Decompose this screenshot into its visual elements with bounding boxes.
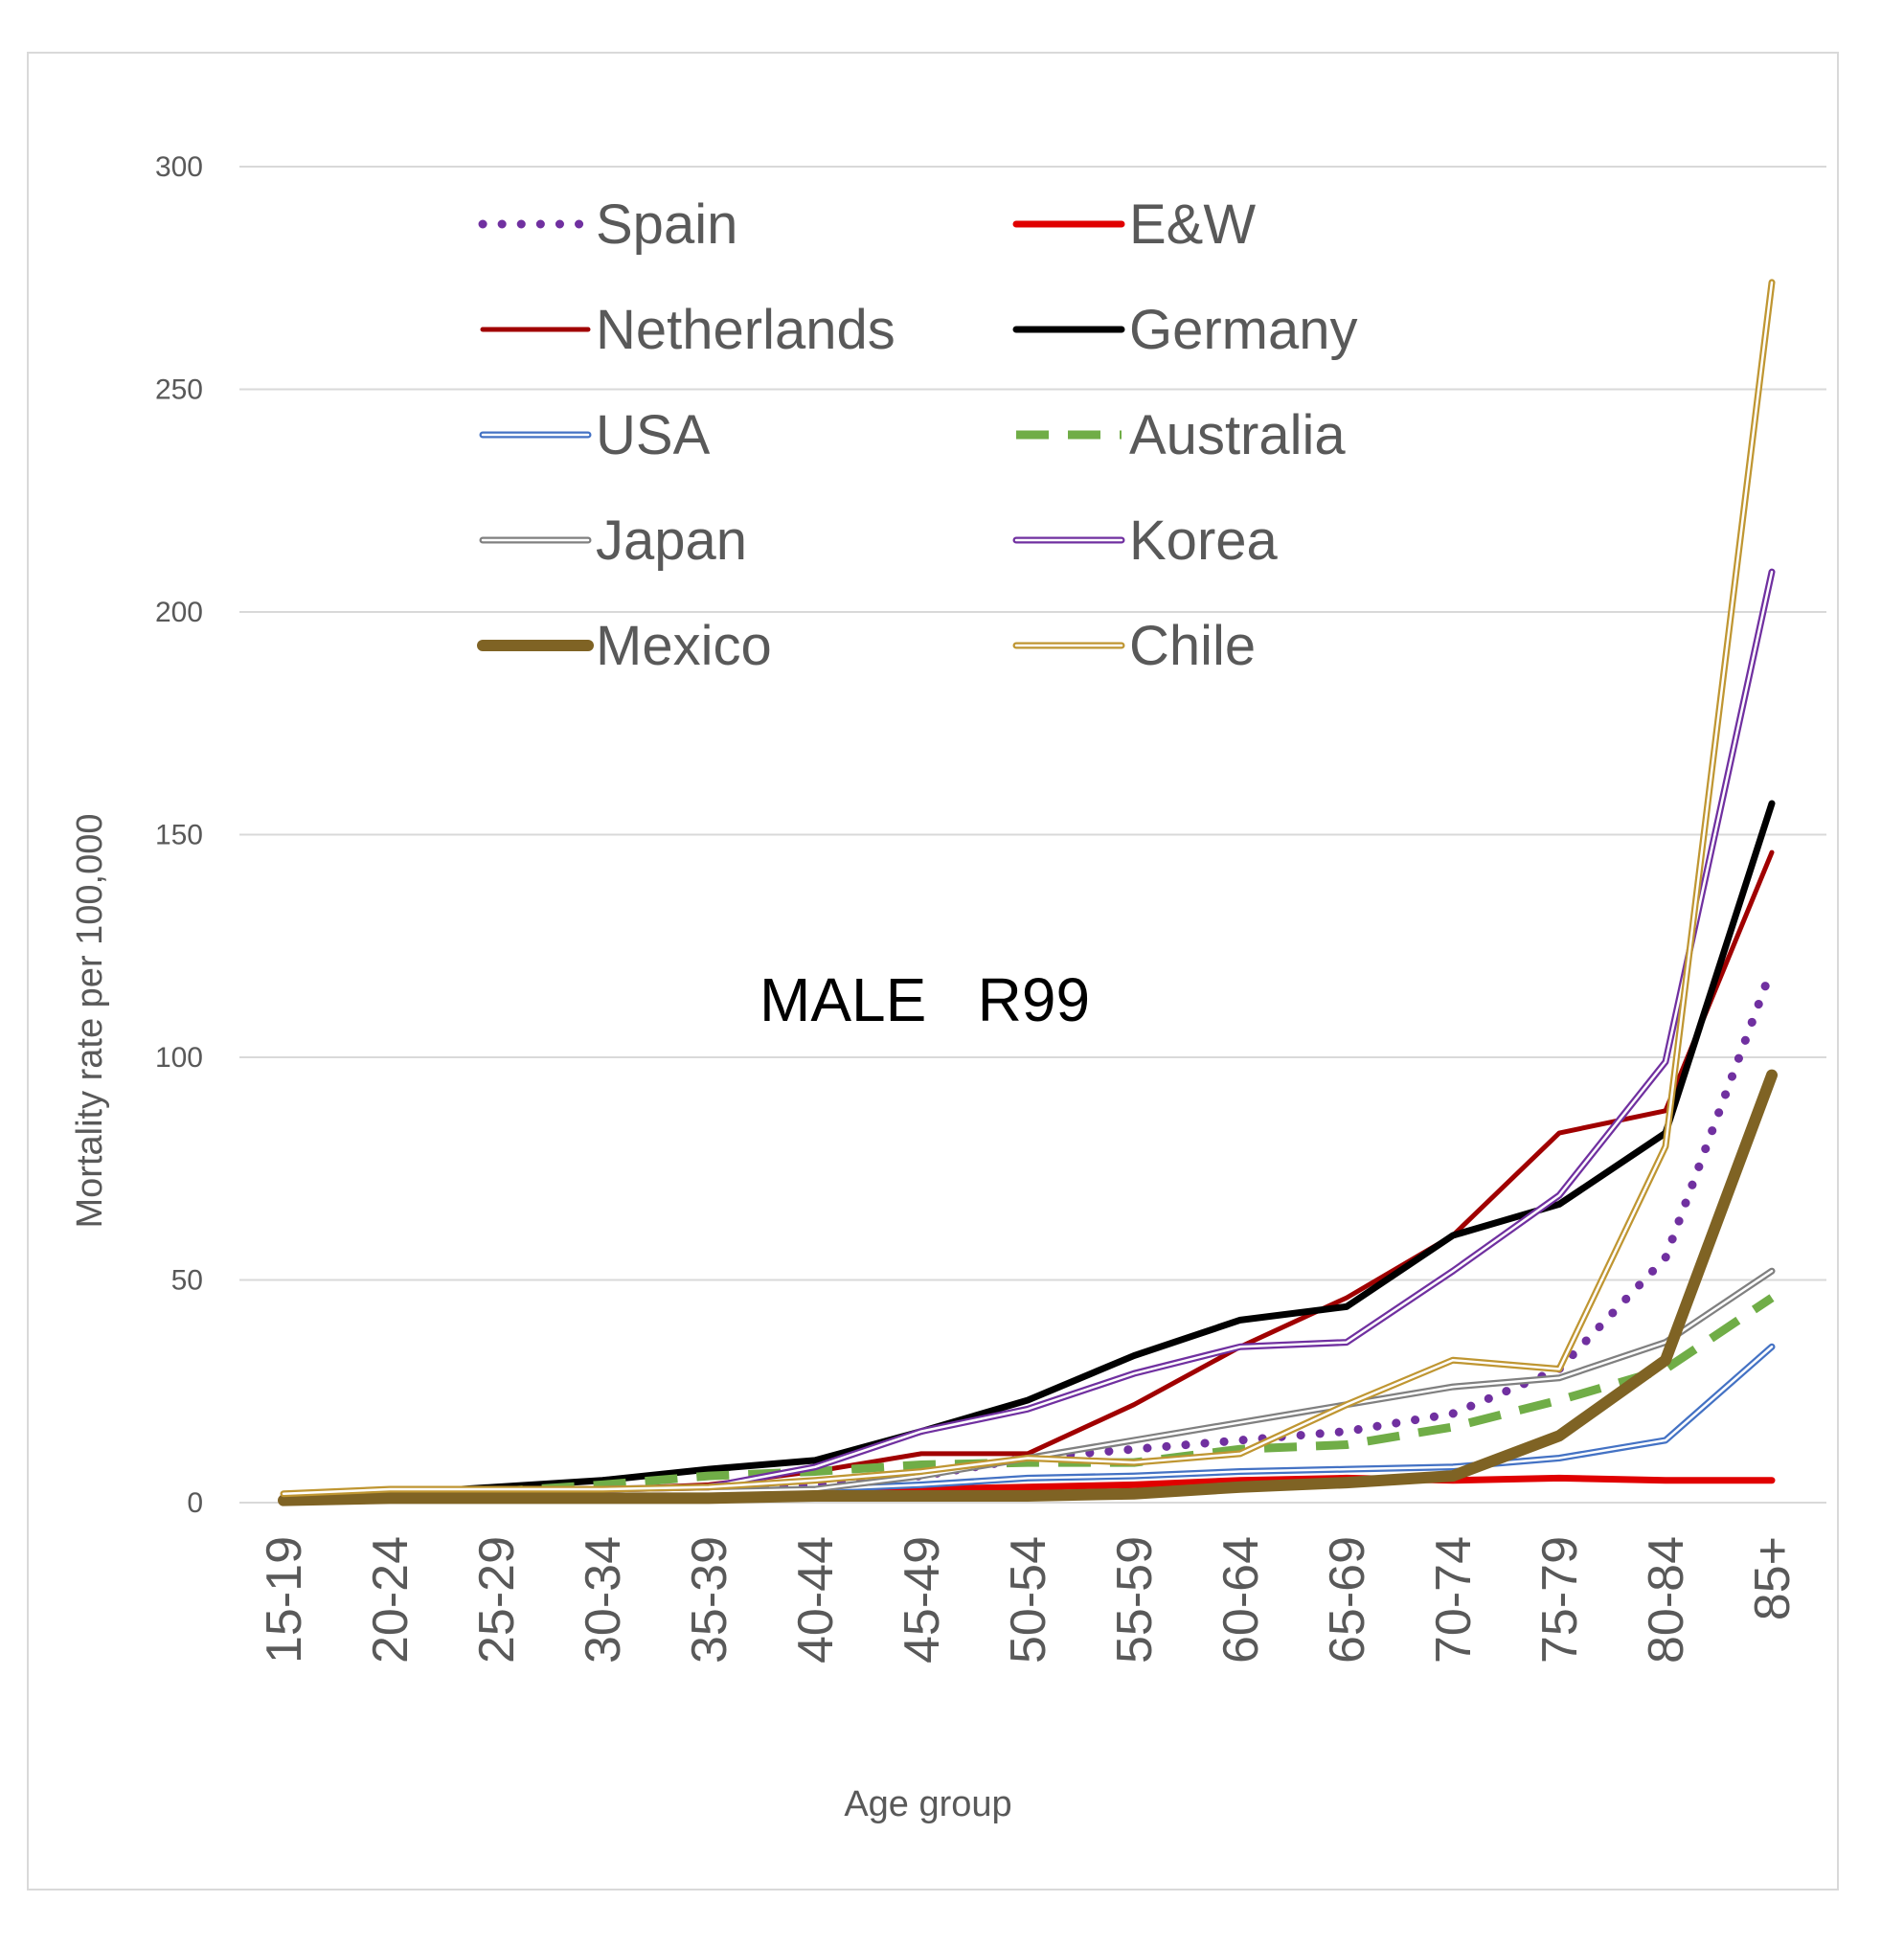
x-tick-label: 75-79 <box>1532 1536 1588 1664</box>
series-line-chile <box>280 279 1776 1498</box>
legend-item: Korea <box>1012 509 1279 572</box>
legend-item: Australia <box>1016 404 1346 466</box>
series-line-korea <box>280 568 1776 1502</box>
legend-label: Mexico <box>596 615 772 677</box>
legend-label: Spain <box>596 193 737 256</box>
legend-item: Germany <box>1012 299 1358 361</box>
legend-label: Germany <box>1129 299 1358 361</box>
legend-label: Netherlands <box>596 299 895 361</box>
y-tick-label: 50 <box>171 1265 203 1297</box>
legend-label: Chile <box>1129 615 1256 677</box>
x-tick-label: 45-49 <box>895 1536 950 1664</box>
x-tick-label: 85+ <box>1745 1536 1801 1620</box>
legend-item: Japan <box>479 509 747 572</box>
y-tick-label: 300 <box>155 151 203 183</box>
x-tick-label: 55-59 <box>1107 1536 1163 1664</box>
series-line-spain <box>279 963 1777 1503</box>
series-lines <box>278 279 1778 1506</box>
x-tick-label: 50-54 <box>1001 1536 1056 1664</box>
x-tick-label: 30-34 <box>576 1536 631 1664</box>
chart-frame: 0 50 100 150 200 250 300 15-19 20-24 25-29 30-34 3… <box>27 52 1839 1890</box>
legend-item: USA <box>479 404 711 466</box>
line-chart: 0 50 100 150 200 250 300 15-19 20-24 25-29 30-34 3… <box>70 151 1826 1824</box>
legend: Spain E&W Netherlands Germany USA Australia Ja… <box>477 193 1358 677</box>
x-tick-label: 20-24 <box>363 1536 419 1664</box>
legend-label: USA <box>596 404 711 466</box>
x-axis-ticks: 15-19 20-24 25-29 30-34 35-39 40-44 45-49 50-54… <box>257 1536 1801 1664</box>
legend-label: Japan <box>596 509 747 572</box>
legend-item: Spain <box>478 193 737 256</box>
x-tick-label: 70-74 <box>1426 1536 1482 1664</box>
y-axis-ticks: 0 50 100 150 200 250 300 <box>155 151 203 1519</box>
y-tick-label: 0 <box>187 1487 203 1519</box>
legend-label: Australia <box>1129 404 1346 466</box>
series-line-mexico <box>278 1069 1778 1506</box>
x-tick-label: 65-69 <box>1320 1536 1375 1664</box>
chart-annotation: MALE R99 <box>759 965 1090 1034</box>
x-tick-label: 35-39 <box>682 1536 737 1664</box>
x-tick-label: 15-19 <box>257 1536 312 1664</box>
y-tick-label: 100 <box>155 1042 203 1074</box>
series-line-australia <box>283 1294 1775 1503</box>
x-tick-label: 40-44 <box>788 1536 844 1664</box>
y-tick-label: 150 <box>155 820 203 851</box>
y-axis-title: Mortality rate per 100,000 <box>70 813 110 1228</box>
x-tick-label: 60-64 <box>1213 1536 1269 1664</box>
legend-item: Mexico <box>477 615 772 677</box>
legend-item: E&W <box>1012 193 1256 256</box>
x-tick-label: 25-29 <box>469 1536 525 1664</box>
x-axis-title: Age group <box>844 1784 1011 1824</box>
legend-label: Korea <box>1129 509 1279 572</box>
gridlines <box>239 166 1826 1504</box>
legend-label: E&W <box>1129 193 1256 256</box>
y-tick-label: 250 <box>155 374 203 406</box>
legend-item: Chile <box>1012 615 1256 677</box>
legend-item: Netherlands <box>480 299 895 361</box>
series-line-germany <box>280 800 1776 1502</box>
x-tick-label: 80-84 <box>1639 1536 1694 1664</box>
y-tick-label: 200 <box>155 597 203 628</box>
